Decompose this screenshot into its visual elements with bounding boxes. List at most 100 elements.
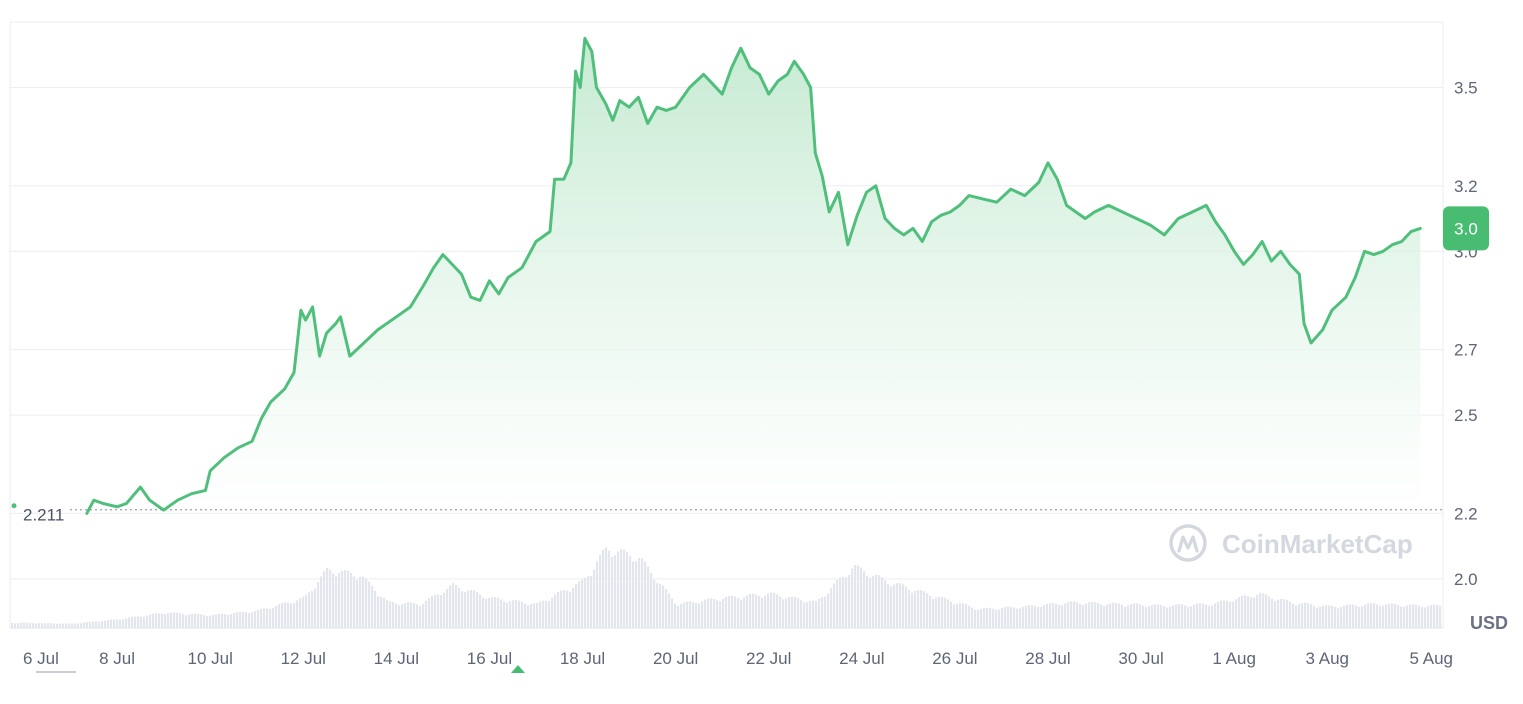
volume-bar [1112,602,1115,628]
volume-bar [1007,606,1010,628]
volume-bar [1322,605,1325,628]
volume-bar [1235,599,1238,628]
volume-bar [449,585,452,628]
volume-bar [1313,605,1316,628]
volume-bar [623,549,626,628]
volume-bar [749,594,752,628]
volume-bar [494,597,497,628]
volume-bar [989,608,992,628]
volume-bar [638,557,641,628]
volume-bar [1046,603,1049,628]
volume-bar [128,617,131,628]
volume-bar [1013,607,1016,628]
volume-bar [1037,606,1040,628]
volume-bar [1409,604,1412,628]
volume-bar [584,577,587,628]
volume-bar [1427,606,1430,628]
volume-bar [122,619,125,628]
volume-bar [725,597,728,628]
volume-bar [1151,605,1154,628]
volume-bar [338,573,341,628]
volume-bar [635,561,638,628]
volume-bar [593,569,596,628]
volume-bar [92,621,95,628]
x-tick-label: 20 Jul [653,649,698,668]
volume-bar [1202,603,1205,628]
volume-bar [956,603,959,628]
volume-bar [296,600,299,628]
volume-bar [1019,608,1022,628]
volume-bar [1358,606,1361,628]
volume-bar [170,612,173,628]
volume-bar [695,603,698,628]
volume-bar [26,622,29,628]
volume-bar [197,613,200,628]
volume-bar [818,598,821,628]
volume-bar [281,602,284,628]
volume-bar [1178,604,1181,628]
volume-bar [53,623,56,628]
volume-bar [1097,602,1100,628]
volume-bar [119,619,122,628]
volume-bar [1136,603,1139,628]
volume-bar [755,594,758,628]
volume-bar [917,590,920,628]
volume-bar [1268,596,1271,628]
volume-bar [1259,593,1262,628]
volume-bar [68,623,71,628]
volume-bar [911,592,914,628]
volume-bar [1331,605,1334,628]
volume-bar [1064,603,1067,628]
volume-bar [1283,599,1286,628]
volume-bar [1205,604,1208,628]
range-marker-icon[interactable] [511,665,525,673]
volume-bar [275,605,278,628]
x-tick-label: 28 Jul [1025,649,1070,668]
volume-bar [767,593,770,628]
x-tick-label: 6 Jul [23,649,59,668]
volume-bar [1271,598,1274,628]
volume-bar [167,613,170,628]
volume-bar [1217,601,1220,628]
volume-bar [602,549,605,628]
volume-bar [506,602,509,628]
volume-bar [65,623,68,628]
volume-bar [215,614,218,628]
volume-bar [860,567,863,628]
volume-bar [248,613,251,628]
volume-bar [707,598,710,628]
volume-bar [413,603,416,628]
volume-bar [935,597,938,628]
volume-bar [797,598,800,628]
volume-bar [629,556,632,628]
volume-bar [617,551,620,628]
volume-bar [476,592,479,628]
volume-bar [86,622,89,628]
volume-bar [1262,593,1265,628]
volume-bar [1220,600,1223,628]
volume-bar [854,564,857,628]
volume-bar [641,558,644,628]
volume-bar [992,608,995,628]
volume-bar [1280,599,1283,628]
volume-bar [1304,602,1307,628]
volume-bar [176,612,179,628]
volume-bar [440,595,443,628]
volume-bar [740,599,743,628]
volume-bar [269,609,272,628]
volume-bar [1421,607,1424,628]
volume-bar [236,612,239,628]
price-line [85,36,1422,515]
volume-bar [647,566,650,628]
volume-bar [80,623,83,628]
volume-bar [155,613,158,628]
volume-bar [809,601,812,628]
volume-bar [1208,605,1211,628]
volume-bar [599,554,602,628]
volume-bar [833,583,836,628]
volume-bar [1025,605,1028,628]
volume-bar [518,600,521,628]
volume-bar [200,614,203,628]
volume-bar [965,604,968,628]
volume-bar [62,623,65,628]
